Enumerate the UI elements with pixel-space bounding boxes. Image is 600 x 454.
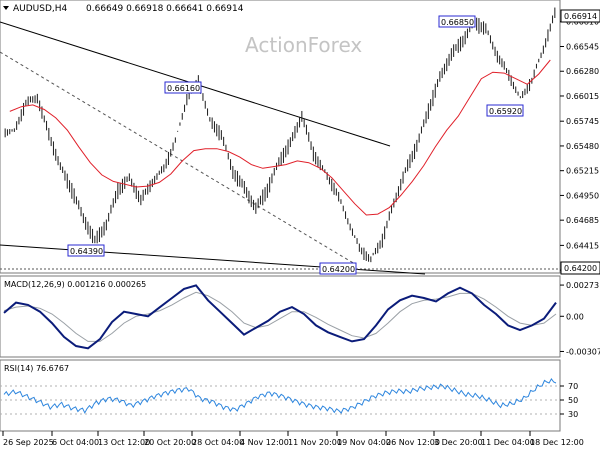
annotation-low-b: 0.64200 <box>319 262 357 275</box>
time-tick-label: 26 Nov 12:00 <box>386 438 440 447</box>
annotation-low-a-label: 0.64390 <box>70 247 103 256</box>
price-tick-label: 0.65480 <box>566 142 599 151</box>
macd-tick-label: -0.003077 <box>566 347 600 356</box>
macd-line <box>3 284 557 350</box>
price-tick-label: 0.64950 <box>566 191 599 200</box>
time-tick-label: 13 Oct 12:00 <box>98 438 150 447</box>
price-axis: 0.668100.665450.662800.660150.657450.654… <box>560 18 599 275</box>
support-price-text: 0.64200 <box>564 264 597 273</box>
rsi-title: RSI(14) 76.6767 <box>4 364 69 373</box>
time-tick-label: 4 Nov 12:00 <box>240 438 289 447</box>
time-tick-label: 11 Dec 04:00 <box>481 438 535 447</box>
time-tick-label: 3 Dec 20:00 <box>434 438 483 447</box>
support-price-tag: 0.64200 <box>560 261 600 275</box>
time-tick-label: 26 Sep 2025 <box>3 438 54 447</box>
annotation-low-a: 0.64390 <box>67 244 105 257</box>
rsi-tick-label: 50 <box>568 396 578 405</box>
annotation-pullback-low-label: 0.65920 <box>489 107 522 116</box>
price-tick-label: 0.64685 <box>566 216 599 225</box>
dropdown-triangle-icon[interactable] <box>3 6 9 10</box>
time-tick-label: 11 Nov 20:00 <box>288 438 342 447</box>
symbol-header: AUDUSD,H4 0.66649 0.66918 0.66641 0.6691… <box>3 4 244 14</box>
rsi-line <box>3 377 557 414</box>
price-tick-label: 0.66015 <box>566 92 599 101</box>
rsi-tick-label: 70 <box>568 382 578 391</box>
time-tick-label: 6 Oct 04:00 <box>52 438 99 447</box>
moving-average-line <box>9 59 551 216</box>
price-tick-label: 0.65745 <box>566 117 599 126</box>
price-tick-label: 0.64415 <box>566 241 599 250</box>
annotation-high-label: 0.66850 <box>441 18 474 27</box>
symbol-label: AUDUSD,H4 <box>13 4 68 14</box>
macd-tick-label: 0.002731 <box>566 281 600 290</box>
current-price-tag: 0.66914 <box>560 9 600 23</box>
annotation-swing-high-label: 0.66160 <box>167 84 200 93</box>
dashed-channel-line <box>0 51 356 265</box>
macd-title: MACD(12,26,9) 0.001216 0.000265 <box>4 280 146 289</box>
price-tick-label: 0.66545 <box>566 42 599 51</box>
macd-tick-label: 0.00 <box>566 312 584 321</box>
rsi-axis: 70 50 30 <box>0 382 578 419</box>
price-tick-label: 0.65215 <box>566 167 599 176</box>
annotation-pullback-low: 0.65920 <box>486 104 524 117</box>
annotation-high: 0.66850 <box>438 15 476 28</box>
price-panel <box>0 0 561 274</box>
current-price-text: 0.66914 <box>564 12 597 21</box>
watermark-logo: ActionForex <box>245 33 362 57</box>
time-tick-label: 18 Dec 12:00 <box>530 438 584 447</box>
time-tick-label: 19 Nov 04:00 <box>337 438 391 447</box>
annotation-swing-high: 0.66160 <box>164 81 202 94</box>
annotation-low-b-label: 0.64200 <box>322 265 355 274</box>
rsi-tick-label: 30 <box>568 410 578 419</box>
time-tick-label: 28 Oct 04:00 <box>192 438 244 447</box>
ohlc-values: 0.66649 0.66918 0.66641 0.66914 <box>86 4 244 14</box>
price-tick-label: 0.66280 <box>566 67 599 76</box>
macd-axis: 0.002731 0.00 -0.003077 <box>560 281 600 356</box>
time-tick-label: 20 Oct 20:00 <box>144 438 196 447</box>
